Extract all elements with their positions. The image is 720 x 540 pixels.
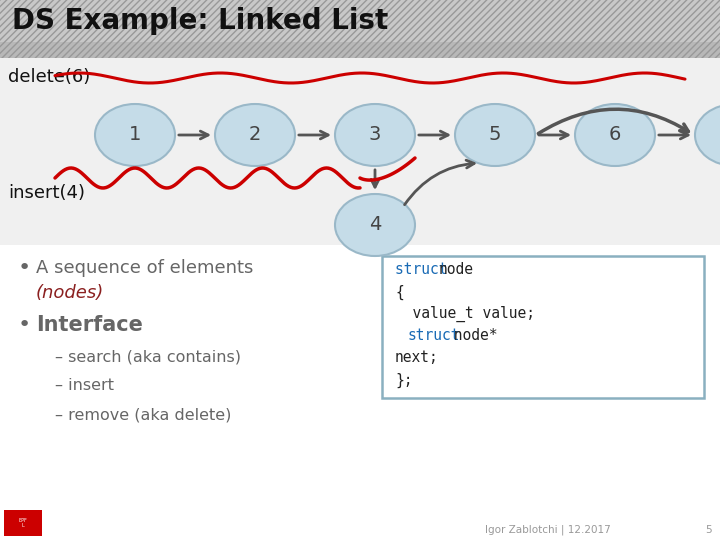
Text: struct: struct <box>408 328 460 343</box>
Text: value_t value;: value_t value; <box>395 306 535 322</box>
Text: EPF
L: EPF L <box>18 518 27 529</box>
Bar <box>0 0 720 42</box>
Text: •: • <box>18 258 31 278</box>
Text: insert(4): insert(4) <box>8 184 85 202</box>
Text: node: node <box>439 262 474 278</box>
Text: next;: next; <box>395 350 438 366</box>
Text: Interface: Interface <box>36 315 143 335</box>
Ellipse shape <box>335 194 415 256</box>
Text: 5: 5 <box>489 125 501 145</box>
Text: – search (aka contains): – search (aka contains) <box>55 349 241 364</box>
Text: 4: 4 <box>369 215 381 234</box>
FancyBboxPatch shape <box>382 256 704 398</box>
Ellipse shape <box>575 104 655 166</box>
Bar <box>4 510 42 536</box>
Ellipse shape <box>215 104 295 166</box>
Text: (nodes): (nodes) <box>36 284 104 302</box>
Text: 3: 3 <box>369 125 381 145</box>
Text: 2: 2 <box>249 125 261 145</box>
Ellipse shape <box>95 104 175 166</box>
Text: };: }; <box>395 373 413 388</box>
Text: 5: 5 <box>705 525 711 535</box>
Bar <box>0 42 720 58</box>
Text: node*: node* <box>446 328 498 343</box>
Text: DS Example: Linked List: DS Example: Linked List <box>12 7 388 35</box>
Text: – insert: – insert <box>55 377 114 393</box>
Text: 1: 1 <box>129 125 141 145</box>
Text: struct: struct <box>395 262 456 278</box>
Text: 6: 6 <box>609 125 621 145</box>
Text: •: • <box>18 315 31 335</box>
Bar <box>0 245 720 540</box>
Text: A sequence of elements: A sequence of elements <box>36 259 253 277</box>
Ellipse shape <box>335 104 415 166</box>
Text: delete(6): delete(6) <box>8 68 90 86</box>
Text: {: { <box>395 285 404 300</box>
Ellipse shape <box>455 104 535 166</box>
Text: – remove (aka delete): – remove (aka delete) <box>55 408 231 422</box>
Text: Igor Zablotchi | 12.2017: Igor Zablotchi | 12.2017 <box>485 525 611 535</box>
Ellipse shape <box>695 104 720 166</box>
